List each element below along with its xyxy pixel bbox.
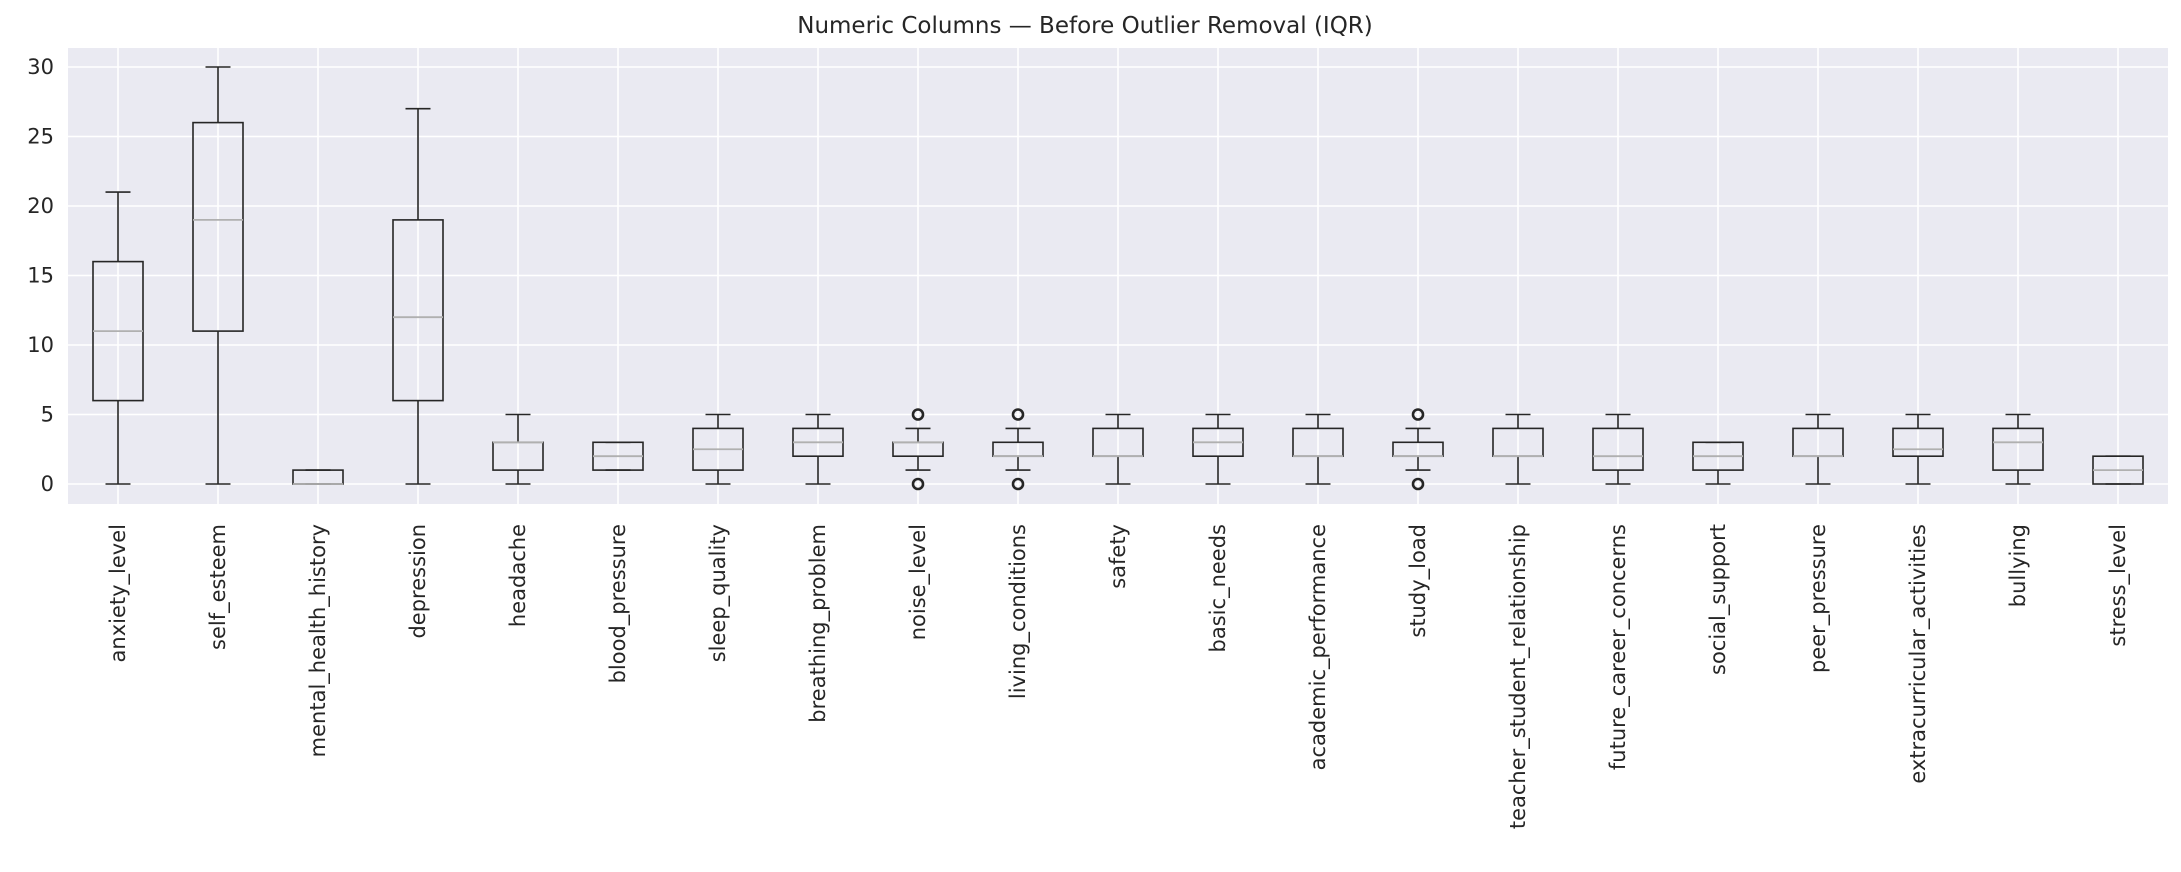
box-stress_level [2092,455,2144,485]
box-study_load [1392,408,1444,491]
x-tick-label-safety: safety [1106,524,1130,589]
box-depression [392,107,444,485]
box-safety [1092,413,1144,485]
y-tick-label: 5 [41,403,54,427]
y-tick-label: 10 [27,333,54,357]
outlier-point [911,477,925,491]
x-axis-ticks: anxiety_level self_esteem mental_health_hi… [106,524,2131,829]
outlier-point [1011,477,1025,491]
x-tick-label-study_load: study_load [1406,524,1431,638]
chart-title: Numeric Columns — Before Outlier Removal… [797,13,1373,39]
x-tick-label-sleep_quality: sleep_quality [706,524,731,662]
iqr-box [1992,427,2044,471]
outlier-point [1011,408,1025,421]
x-tick-label-future_career_concerns: future_career_concerns [1606,524,1631,770]
x-tick-label-headache: headache [506,524,530,627]
x-tick-label-noise_level: noise_level [906,524,931,640]
box-mental_health_history [292,469,344,485]
box-blood_pressure [592,441,644,471]
y-tick-label: 15 [27,264,54,288]
x-tick-label-living_conditions: living_conditions [1006,524,1031,699]
x-tick-label-self_esteem: self_esteem [206,524,231,650]
y-tick-label: 20 [27,194,54,218]
box-self_esteem [192,66,244,485]
x-tick-label-anxiety_level: anxiety_level [106,524,131,662]
box-extracurricular_activities [1892,413,1944,485]
x-tick-label-bullying: bullying [2006,524,2030,607]
iqr-box [1892,427,1944,457]
y-tick-label: 0 [41,472,54,496]
box-sleep_quality [692,413,744,485]
box-basic_needs [1192,413,1244,485]
x-tick-label-breathing_problem: breathing_problem [806,524,831,723]
box-headache [492,413,544,485]
outlier-point [911,408,925,421]
y-axis-ticks: 0 5 10 15 20 25 30 [27,55,54,496]
box-future_career_concerns [1592,413,1644,485]
x-tick-label-basic_needs: basic_needs [1206,524,1231,652]
iqr-box [1592,427,1644,471]
box-bullying [1992,413,2044,485]
outlier-point [1411,408,1425,421]
x-tick-label-academic_performance: academic_performance [1306,524,1331,770]
iqr-box [392,219,444,402]
box-social_support [1692,441,1744,485]
x-tick-label-mental_health_history: mental_health_history [306,524,331,757]
x-tick-label-social_support: social_support [1706,524,1731,675]
x-tick-label-depression: depression [406,524,430,639]
x-tick-label-stress_level: stress_level [2106,524,2131,647]
box-academic_performance [1292,413,1344,485]
box-anxiety_level [92,191,144,485]
box-layer [92,66,2144,491]
x-tick-label-extracurricular_activities: extracurricular_activities [1906,524,1931,784]
y-tick-label: 25 [27,125,54,149]
y-tick-label: 30 [27,55,54,79]
x-tick-label-teacher_student_relationship: teacher_student_relationship [1506,524,1531,829]
box-noise_level [892,408,944,491]
x-tick-label-blood_pressure: blood_pressure [606,524,631,683]
box-teacher_student_relationship [1492,413,1544,485]
box-breathing_problem [792,413,844,485]
box-living_conditions [992,408,1044,491]
iqr-box [192,121,244,332]
box-peer_pressure [1792,413,1844,485]
outlier-point [1411,477,1425,491]
x-tick-label-peer_pressure: peer_pressure [1806,524,1831,673]
